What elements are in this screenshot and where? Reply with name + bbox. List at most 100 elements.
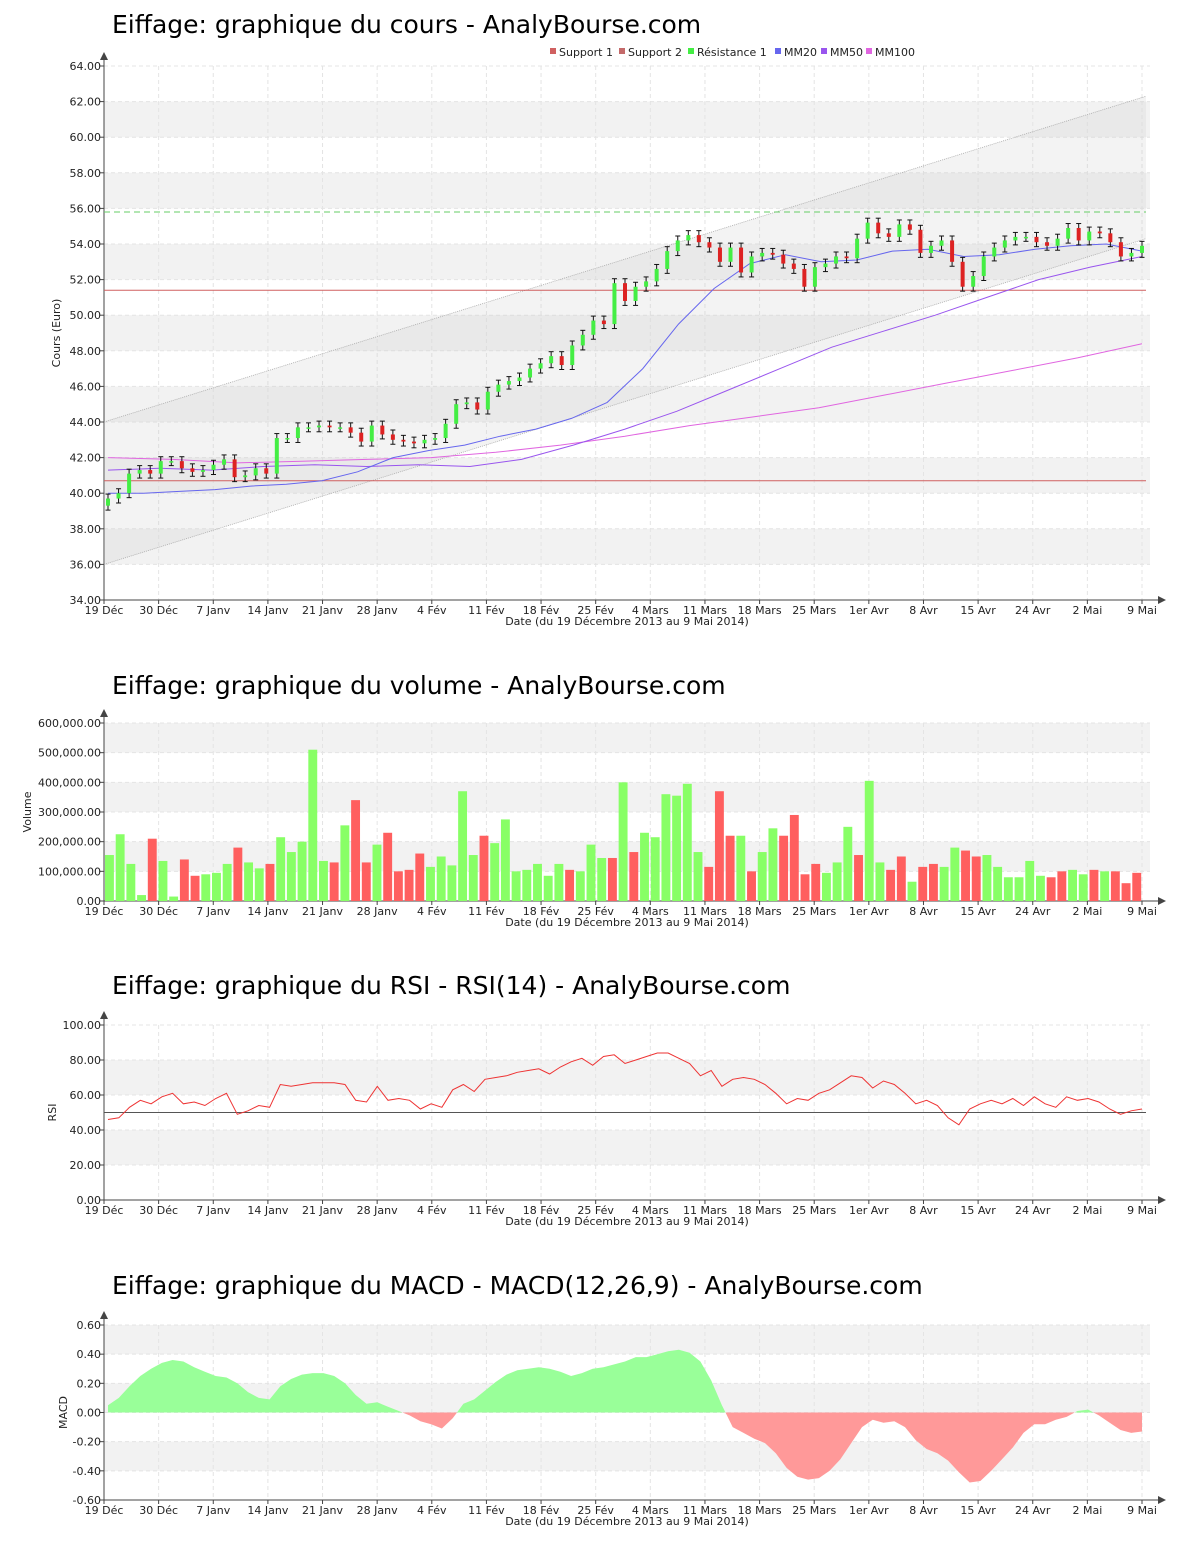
volume-bar — [961, 850, 970, 901]
macd-y-tick-label: 0.00 — [77, 1407, 102, 1420]
price-x-axis-arrow — [1158, 596, 1166, 604]
candle-up — [137, 470, 142, 474]
rsi-y-tick-label: 100.00 — [63, 1019, 102, 1032]
legend-swatch-5 — [866, 48, 872, 54]
price-y-tick-label: 48.00 — [70, 345, 102, 358]
candle-up — [591, 320, 596, 335]
legend-swatch-0 — [550, 48, 556, 54]
candle-up — [1023, 236, 1028, 239]
volume-x-tick-label: 1er Avr — [849, 905, 889, 918]
price-x-tick-label: 18 Fév — [523, 604, 560, 617]
volume-bar — [1078, 874, 1088, 901]
rsi-y-tick-label: 80.00 — [70, 1054, 102, 1067]
volume-x-tick-label: 7 Janv — [196, 905, 230, 918]
legend-label-4: MM50 — [830, 46, 863, 59]
volume-bar — [982, 855, 992, 901]
mm50-line — [107, 256, 1143, 471]
volume-bar — [565, 869, 575, 901]
volume-x-tick-label: 24 Avr — [1015, 905, 1051, 918]
price-x-tick-label: 4 Mars — [632, 604, 669, 617]
volume-bar — [137, 895, 147, 901]
candle-up — [686, 235, 691, 241]
volume-y-tick-label: 0.00 — [77, 895, 102, 908]
macd-x-tick-label: 21 Janv — [302, 1504, 343, 1517]
candle-down — [717, 247, 722, 262]
volume-bar — [1100, 871, 1110, 901]
candle-down — [601, 320, 606, 325]
volume-x-tick-label: 2 Mai — [1072, 905, 1102, 918]
rsi-x-tick-label: 1er Avr — [849, 1204, 889, 1217]
price-y-tick-label: 54.00 — [70, 238, 102, 251]
candle-up — [855, 238, 860, 259]
volume-bar — [682, 783, 692, 901]
candle-down — [359, 432, 364, 442]
candle-up — [295, 427, 300, 439]
price-x-tick-label: 14 Janv — [247, 604, 288, 617]
candle-up — [338, 427, 343, 429]
volume-bar — [896, 856, 906, 901]
candle-down — [327, 425, 332, 428]
volume-bar — [993, 866, 1003, 901]
volume-bar — [821, 872, 831, 901]
candle-down — [190, 468, 195, 472]
rsi-y-tick-label: 20.00 — [70, 1159, 102, 1172]
volume-bar — [1057, 871, 1067, 901]
price-y-tick-label: 56.00 — [70, 202, 102, 215]
volume-bar — [276, 837, 286, 901]
volume-bar — [779, 835, 789, 901]
candle-up — [443, 423, 448, 439]
volume-x-tick-label: 18 Mars — [738, 905, 782, 918]
candle-up — [116, 493, 121, 499]
volume-y-tick-label: 400,000.00 — [38, 776, 101, 789]
macd-x-tick-label: 24 Avr — [1015, 1504, 1051, 1517]
candle-down — [232, 459, 237, 478]
candle-up — [580, 334, 585, 346]
macd-x-tick-label: 2 Mai — [1072, 1504, 1102, 1517]
volume-bar — [158, 860, 168, 901]
price-y-tick-label: 60.00 — [70, 131, 102, 144]
candle-up — [433, 438, 438, 440]
volume-bar — [875, 862, 885, 901]
volume-bar — [179, 859, 189, 901]
candle-down — [707, 242, 712, 248]
volume-bar — [832, 862, 842, 901]
volume-bar — [1003, 877, 1013, 901]
rsi-line — [107, 1052, 1143, 1126]
volume-y-axis-arrow — [100, 709, 108, 717]
candle-up — [506, 381, 511, 385]
price-x-tick-label: 25 Mars — [792, 604, 836, 617]
macd-y-tick-label: 0.40 — [77, 1348, 102, 1361]
price-grid-band — [104, 244, 1150, 280]
candle-down — [739, 247, 744, 273]
macd-x-tick-label: 4 Mars — [632, 1504, 669, 1517]
volume-bar — [907, 881, 917, 901]
volume-bar — [1089, 869, 1099, 901]
price-x-tick-label: 7 Janv — [196, 604, 230, 617]
candle-down — [1108, 233, 1113, 243]
candle-up — [538, 363, 543, 369]
volume-x-tick-label: 25 Fév — [577, 905, 614, 918]
candle-up — [1129, 252, 1134, 257]
candle-down — [401, 439, 406, 442]
candle-up — [570, 345, 575, 366]
price-chart-title: Eiffage: graphique du cours - AnalyBours… — [112, 10, 702, 39]
macd-y-tick-label: -0.20 — [73, 1436, 101, 1449]
candle-down — [1076, 227, 1081, 241]
rsi-x-tick-label: 8 Avr — [909, 1204, 938, 1217]
rsi-y-tick-label: 0.00 — [77, 1194, 102, 1207]
mm100-line — [107, 343, 1143, 464]
volume-bar — [554, 863, 564, 901]
volume-bar — [169, 896, 179, 901]
candle-up — [644, 281, 649, 287]
legend-label-5: MM100 — [875, 46, 915, 59]
macd-x-tick-label: 15 Avr — [960, 1504, 996, 1517]
volume-y-axis-label: Volume — [21, 791, 34, 832]
price-grid-band — [104, 528, 1150, 565]
candle-up — [992, 247, 997, 257]
volume-bar — [415, 853, 425, 901]
rsi-chart-title: Eiffage: graphique du RSI - RSI(14) - An… — [112, 971, 791, 1000]
macd-x-tick-label: 19 Déc — [85, 1504, 124, 1517]
volume-bar — [447, 865, 457, 901]
volume-bar — [297, 841, 307, 901]
rsi-x-tick-label: 19 Déc — [85, 1204, 124, 1217]
